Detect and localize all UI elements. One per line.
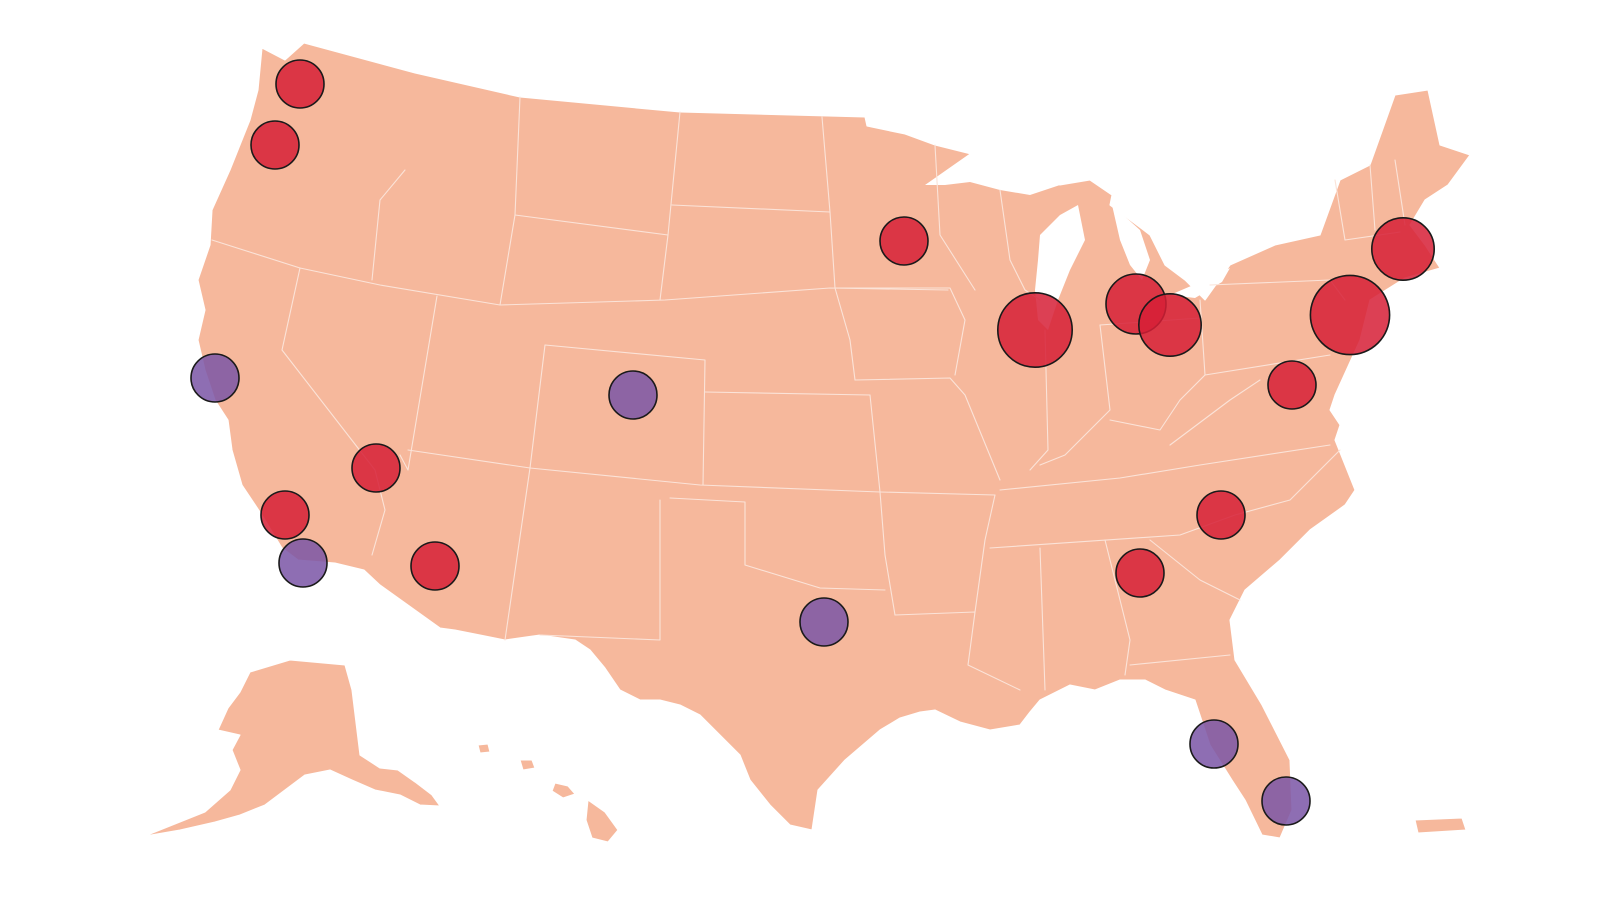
state-border bbox=[407, 449, 996, 496]
lake-huron bbox=[1112, 205, 1150, 280]
city-marker-atlanta[interactable] bbox=[1115, 548, 1165, 598]
state-border bbox=[999, 444, 1331, 491]
hawaii-island-kauai bbox=[477, 743, 491, 754]
state-border bbox=[504, 467, 531, 641]
state-border bbox=[1104, 539, 1131, 676]
state-border bbox=[669, 497, 886, 591]
city-marker-tampa[interactable] bbox=[1189, 719, 1239, 769]
state-border bbox=[854, 377, 1001, 481]
contiguous-us-land bbox=[197, 42, 1471, 839]
hawaii-island-oahu bbox=[519, 759, 536, 771]
state-border bbox=[1394, 159, 1406, 226]
city-marker-charlotte[interactable] bbox=[1196, 490, 1246, 540]
state-border bbox=[1204, 354, 1331, 376]
city-marker-denver[interactable] bbox=[608, 370, 658, 420]
state-border bbox=[869, 394, 896, 616]
city-marker-seattle[interactable] bbox=[275, 59, 325, 109]
state-border bbox=[1039, 324, 1111, 466]
state-border bbox=[399, 295, 438, 471]
state-border bbox=[544, 344, 706, 486]
city-marker-washington-dc[interactable] bbox=[1267, 360, 1317, 410]
lake-erie bbox=[1170, 268, 1230, 298]
city-marker-los-angeles[interactable] bbox=[260, 490, 310, 540]
city-marker-chicago[interactable] bbox=[996, 291, 1073, 368]
state-border bbox=[974, 494, 996, 613]
city-marker-san-diego[interactable] bbox=[278, 538, 328, 588]
state-border bbox=[671, 204, 831, 213]
state-border bbox=[934, 144, 976, 291]
city-marker-san-francisco[interactable] bbox=[190, 353, 240, 403]
hawaii-island-maui bbox=[551, 782, 576, 799]
alaska-land bbox=[144, 659, 441, 837]
city-marker-cleveland[interactable] bbox=[1138, 292, 1203, 357]
state-border bbox=[1109, 299, 1206, 431]
state-border bbox=[1029, 329, 1049, 471]
city-marker-miami[interactable] bbox=[1261, 776, 1311, 826]
state-border bbox=[834, 287, 966, 376]
city-marker-portland[interactable] bbox=[250, 120, 300, 170]
state-border bbox=[704, 391, 871, 396]
puerto-rico-land bbox=[1414, 817, 1467, 834]
land-layer bbox=[144, 42, 1471, 843]
city-marker-new-york[interactable] bbox=[1309, 274, 1391, 356]
state-border bbox=[529, 344, 546, 469]
state-border bbox=[539, 499, 661, 641]
city-marker-minneapolis[interactable] bbox=[879, 216, 929, 266]
city-marker-phoenix[interactable] bbox=[410, 541, 460, 591]
city-markers bbox=[190, 59, 1436, 826]
city-marker-boston[interactable] bbox=[1371, 217, 1436, 282]
state-border bbox=[514, 214, 669, 236]
state-border bbox=[371, 169, 406, 281]
state-border bbox=[1129, 654, 1231, 666]
state-border bbox=[1039, 547, 1046, 691]
state-border bbox=[1149, 539, 1241, 601]
state-border bbox=[1169, 379, 1261, 446]
hawaii-land bbox=[585, 799, 619, 843]
city-marker-las-vegas[interactable] bbox=[351, 443, 401, 493]
lake-superior bbox=[925, 150, 1060, 195]
state-border bbox=[894, 611, 1021, 691]
city-marker-dallas[interactable] bbox=[799, 597, 849, 647]
state-border bbox=[1369, 164, 1376, 231]
